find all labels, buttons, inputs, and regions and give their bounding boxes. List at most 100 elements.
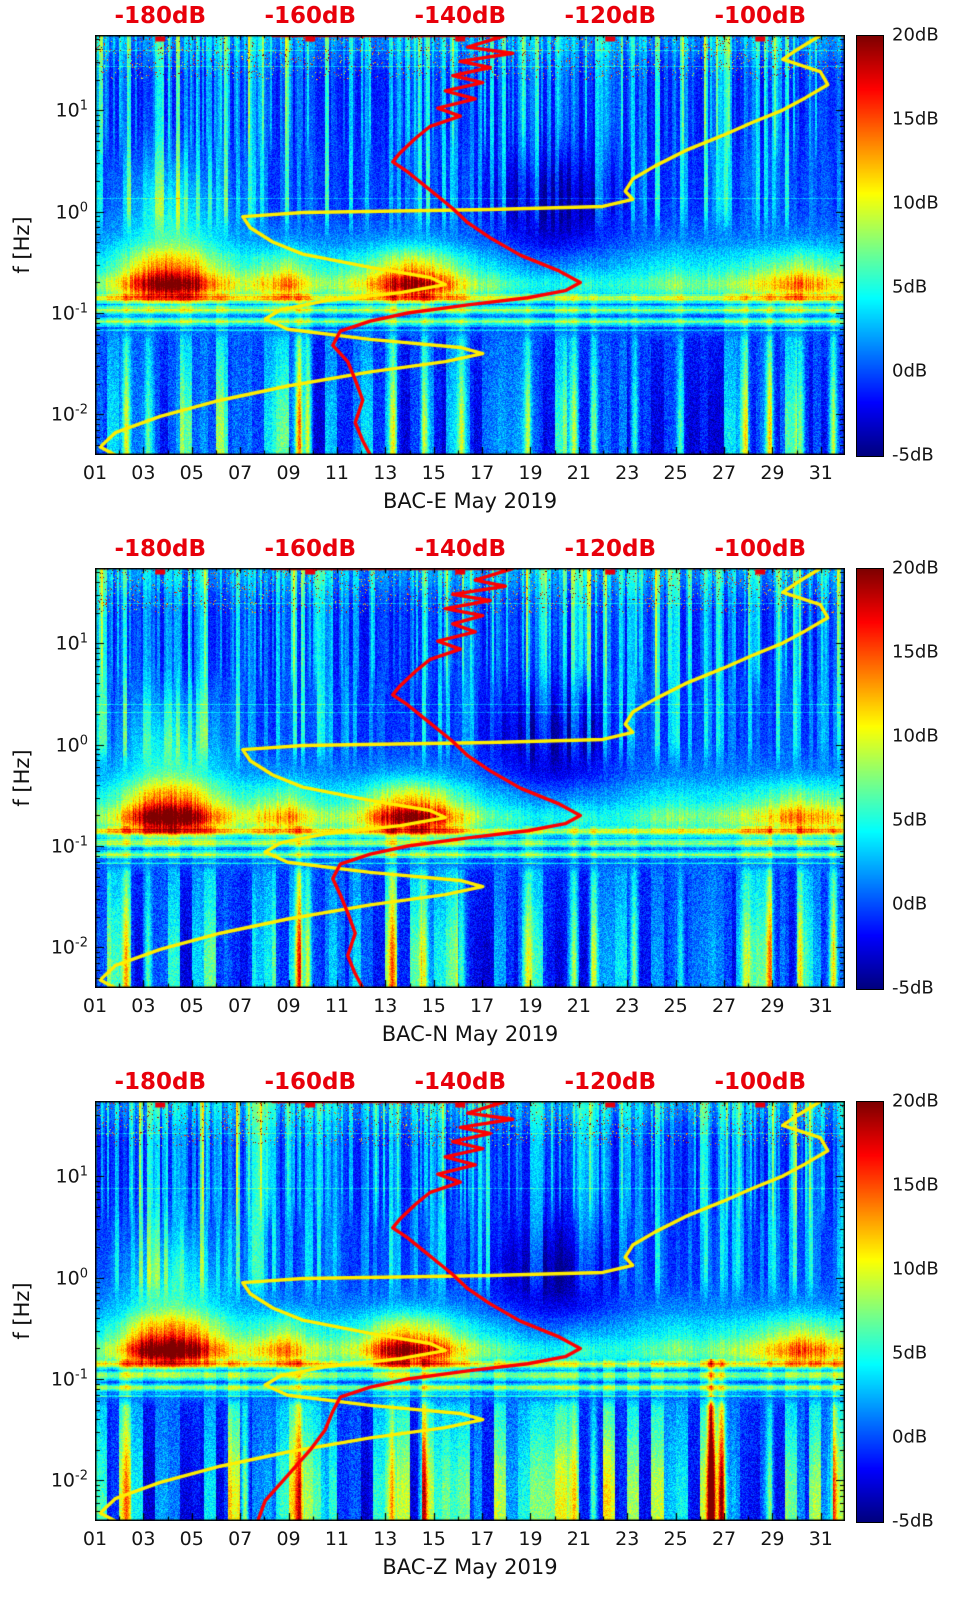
- colorbar-tick-label: 10dB: [892, 725, 939, 747]
- x-tick-label: 01: [82, 462, 108, 484]
- x-tick-label: 25: [663, 462, 688, 484]
- x-tick-label: 29: [760, 995, 785, 1017]
- y-tick-label: 101: [55, 1164, 88, 1188]
- x-tick-label: 21: [566, 462, 591, 484]
- x-tick-label: 27: [711, 995, 737, 1017]
- x-tick-label: 13: [373, 995, 398, 1017]
- top-db-tick-label: -120dB: [564, 1069, 657, 1095]
- x-tick-label: 19: [518, 462, 543, 484]
- top-db-tick-label: -140dB: [414, 1069, 507, 1095]
- x-tick-label: 31: [808, 462, 833, 484]
- top-db-tick-label: -120dB: [564, 536, 657, 562]
- y-tick-label: 101: [55, 631, 88, 655]
- x-tick-label: 23: [615, 462, 640, 484]
- top-db-tick-label: -180dB: [114, 536, 207, 562]
- spectrogram-heatmap: [95, 1101, 845, 1521]
- spectrogram-panel-bac-z: -180dB -160dB -140dB -120dB -100dB f [Hz] 10…: [0, 1066, 962, 1599]
- colorbar-tick-label: -5dB: [892, 977, 934, 999]
- x-tick-label: 03: [131, 995, 156, 1017]
- top-db-tick-label: -140dB: [414, 3, 507, 29]
- top-db-tick-label: -140dB: [414, 536, 507, 562]
- top-db-tick-label: -160dB: [264, 1069, 357, 1095]
- colorbar-tick-label: 5dB: [892, 1342, 928, 1364]
- x-tick-label: 19: [518, 995, 543, 1017]
- y-axis-label: f [Hz]: [10, 216, 34, 274]
- colorbar-tick-label: 0dB: [892, 893, 928, 915]
- x-tick-label: 01: [82, 1528, 108, 1550]
- y-tick-label: 100: [55, 1265, 88, 1290]
- x-tick-label: 09: [276, 1528, 301, 1550]
- x-tick-label: 29: [760, 1528, 785, 1550]
- x-tick-label: 03: [131, 1528, 156, 1550]
- x-tick-label: 03: [131, 462, 156, 484]
- x-tick-label: 07: [228, 1528, 253, 1550]
- x-tick-label: 31: [808, 995, 833, 1017]
- x-tick-label: 05: [179, 995, 204, 1017]
- colorbar-tick-label: -5dB: [892, 444, 934, 466]
- top-db-tick-label: -180dB: [114, 1069, 207, 1095]
- y-tick-label: 10-2: [50, 1468, 88, 1493]
- x-tick-label: 05: [179, 1528, 204, 1550]
- x-tick-label: 11: [324, 1528, 350, 1550]
- x-tick-label: 27: [711, 1528, 737, 1550]
- x-tick-label: 23: [615, 1528, 640, 1550]
- x-tick-label: 27: [711, 462, 737, 484]
- x-tick-label: 19: [518, 1528, 543, 1550]
- spectrogram-heatmap: [95, 35, 845, 455]
- x-tick-label: 17: [470, 462, 495, 484]
- colorbar-tick-label: 15dB: [892, 641, 939, 663]
- x-tick-label: 13: [373, 462, 398, 484]
- y-tick-label: 10-1: [50, 1367, 88, 1391]
- top-db-tick-label: -180dB: [114, 3, 207, 29]
- y-axis-label: f [Hz]: [10, 749, 34, 807]
- x-tick-label: 17: [470, 1528, 495, 1550]
- colorbar-gradient: [856, 1101, 884, 1523]
- x-tick-label: 21: [566, 995, 591, 1017]
- colorbar-tick-label: 15dB: [892, 1174, 939, 1196]
- x-tick-label: 05: [179, 462, 204, 484]
- x-tick-label: 11: [324, 462, 350, 484]
- y-tick-label: 10-2: [50, 935, 88, 960]
- colorbar-tick-label: 10dB: [892, 1258, 939, 1280]
- x-tick-label: 29: [760, 462, 785, 484]
- y-tick-label: 100: [55, 732, 88, 757]
- panel-title: BAC-Z May 2019: [382, 1555, 558, 1579]
- colorbar-tick-label: 15dB: [892, 108, 939, 130]
- x-tick-label: 25: [663, 1528, 688, 1550]
- top-db-tick-label: -160dB: [264, 536, 357, 562]
- colorbar-tick-label: 20dB: [892, 24, 939, 46]
- x-tick-label: 07: [228, 995, 253, 1017]
- x-tick-label: 25: [663, 995, 688, 1017]
- top-db-tick-label: -100dB: [714, 3, 807, 29]
- x-tick-label: 15: [421, 995, 446, 1017]
- colorbar-tick-label: -5dB: [892, 1510, 934, 1532]
- top-db-tick-label: -160dB: [264, 3, 357, 29]
- colorbar-gradient: [856, 568, 884, 990]
- panel-title: BAC-E May 2019: [382, 489, 558, 513]
- x-tick-label: 15: [421, 1528, 446, 1550]
- colorbar-tick-label: 20dB: [892, 557, 939, 579]
- colorbar-tick-label: 5dB: [892, 809, 928, 831]
- y-tick-label: 10-1: [50, 834, 88, 858]
- x-tick-label: 21: [566, 1528, 591, 1550]
- y-tick-label: 100: [55, 199, 88, 224]
- x-tick-label: 09: [276, 995, 301, 1017]
- y-tick-label: 10-1: [50, 301, 88, 325]
- colorbar-gradient: [856, 35, 884, 457]
- spectrogram-panel-bac-n: -180dB -160dB -140dB -120dB -100dB f [Hz] 10…: [0, 533, 962, 1066]
- x-tick-label: 13: [373, 1528, 398, 1550]
- top-db-tick-label: -120dB: [564, 3, 657, 29]
- colorbar-tick-label: 0dB: [892, 360, 928, 382]
- y-axis-label: f [Hz]: [10, 1282, 34, 1340]
- x-tick-label: 31: [808, 1528, 833, 1550]
- panel-title: BAC-N May 2019: [381, 1022, 559, 1046]
- x-tick-label: 09: [276, 462, 301, 484]
- y-tick-label: 10-2: [50, 402, 88, 427]
- spectrogram-panel-bac-e: -180dB -160dB -140dB -120dB -100dB f [Hz] 10…: [0, 0, 962, 533]
- x-tick-label: 15: [421, 462, 446, 484]
- colorbar-tick-label: 10dB: [892, 192, 939, 214]
- top-db-tick-label: -100dB: [714, 536, 807, 562]
- colorbar-tick-label: 0dB: [892, 1426, 928, 1448]
- spectrogram-heatmap: [95, 568, 845, 988]
